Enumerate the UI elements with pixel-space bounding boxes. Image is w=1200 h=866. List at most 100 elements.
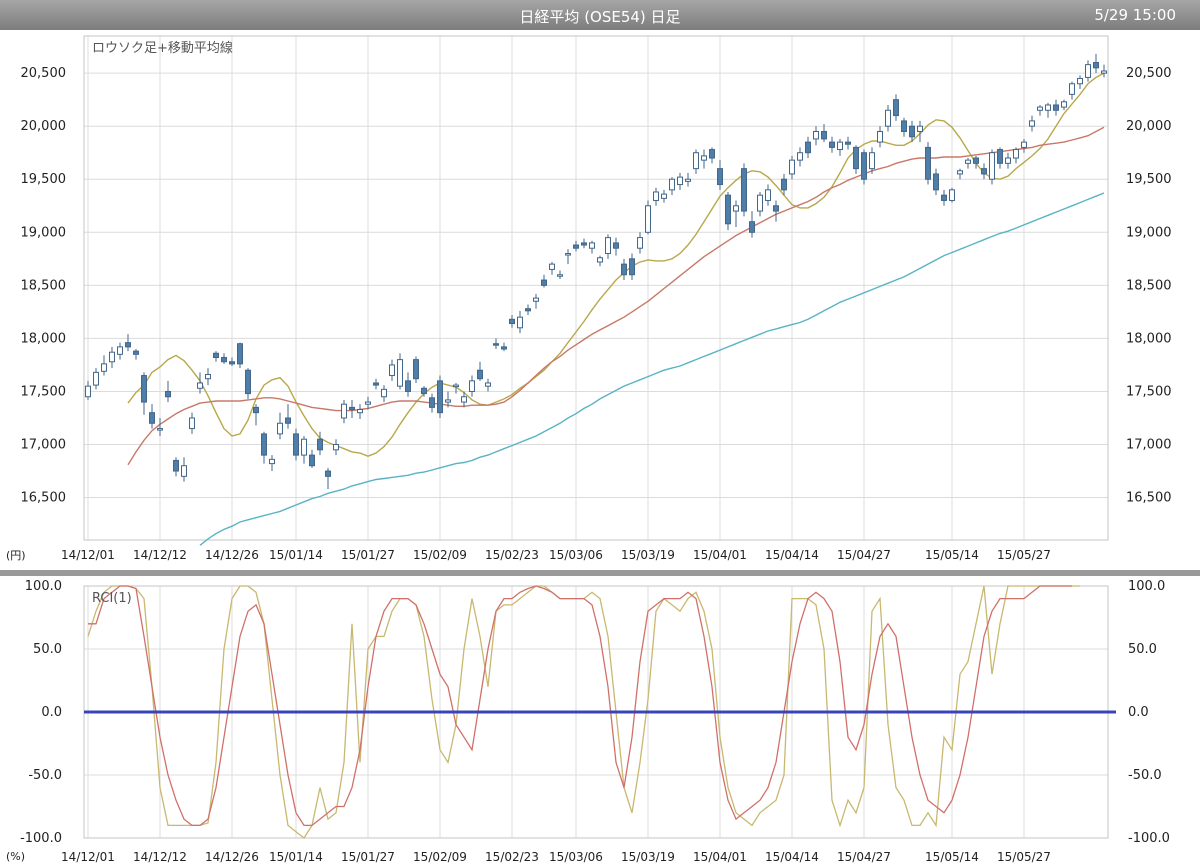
- candle-down: [149, 412, 155, 424]
- candle-down: [981, 168, 987, 175]
- candle-up: [181, 465, 187, 477]
- candle-up: [917, 125, 923, 132]
- price-x-tick-label: 15/03/19: [621, 548, 675, 562]
- rci-x-tick-label: 15/04/01: [693, 850, 747, 864]
- candle-up: [989, 152, 995, 180]
- rci-x-tick-label: 15/04/14: [765, 850, 819, 864]
- candle-up: [677, 176, 683, 186]
- candle-up: [557, 274, 563, 277]
- price-y-axis-left: 16,500 17,000 17,500 18,000 18,500 19,000 19,5…: [21, 66, 67, 505]
- price-y-tick-label: 16,500: [21, 491, 67, 506]
- price-y-tick-label: 18,500: [21, 278, 67, 293]
- price-y-tick-label: 20,500: [1126, 66, 1172, 81]
- candlesticks: [85, 54, 1107, 490]
- rci-x-tick-label: 15/01/27: [341, 850, 395, 864]
- price-x-tick-label: 14/12/01: [61, 548, 115, 562]
- candle-down: [413, 359, 419, 380]
- candle-up: [101, 363, 107, 372]
- candle-up: [1029, 120, 1035, 127]
- chart-title: 日経平均 (OSE54) 日足: [519, 8, 681, 26]
- title-bar: 日経平均 (OSE54) 日足 5/29 15:00: [0, 0, 1200, 30]
- candle-down: [525, 308, 531, 312]
- rci-y-axis-right: -100.0 -50.0 0.0 50.0 100.0: [1128, 579, 1170, 846]
- panel-divider[interactable]: [0, 570, 1200, 576]
- rci-x-tick-label: 15/03/06: [549, 850, 603, 864]
- candle-up: [461, 396, 467, 403]
- candle-down: [253, 406, 259, 414]
- price-y-tick-label: 20,000: [21, 119, 67, 134]
- candle-up: [277, 422, 283, 435]
- price-x-tick-label: 15/05/27: [997, 548, 1051, 562]
- price-plot-frame: [83, 35, 1109, 541]
- rci-x-tick-label: 15/05/27: [997, 850, 1051, 864]
- candle-down: [173, 459, 179, 472]
- rci-y-tick-label: -50.0: [1128, 768, 1162, 783]
- rci-y-tick-label: 100.0: [25, 579, 62, 594]
- candle-up: [533, 297, 539, 302]
- candle-down: [821, 130, 827, 140]
- candle-down: [245, 369, 251, 395]
- rci-y-tick-label: 0.0: [1128, 705, 1149, 720]
- candle-down: [933, 173, 939, 191]
- candle-up: [365, 401, 371, 405]
- price-x-tick-label: 14/12/12: [133, 548, 187, 562]
- candle-up: [333, 444, 339, 451]
- price-y-tick-label: 17,000: [21, 438, 67, 453]
- candle-up: [869, 152, 875, 170]
- rci-y-tick-label: 50.0: [1128, 642, 1157, 657]
- candle-up: [397, 359, 403, 387]
- candle-down: [629, 258, 635, 276]
- candle-up: [341, 403, 347, 419]
- candle-up: [597, 257, 603, 263]
- candle-up: [797, 152, 803, 161]
- candle-up: [885, 109, 891, 127]
- candle-up: [813, 130, 819, 140]
- candle-up: [693, 152, 699, 170]
- rci-y-tick-label: -100.0: [20, 831, 62, 846]
- price-x-tick-label: 15/04/01: [693, 548, 747, 562]
- candle-up: [85, 385, 91, 398]
- candle-down: [573, 244, 579, 249]
- price-y-tick-label: 18,000: [21, 331, 67, 346]
- candle-up: [757, 194, 763, 212]
- candle-down: [901, 120, 907, 132]
- candle-down: [493, 343, 499, 346]
- price-x-tick-label: 15/03/06: [549, 548, 603, 562]
- candle-up: [789, 159, 795, 175]
- candle-down: [293, 433, 299, 456]
- price-y-tick-label: 19,500: [1126, 172, 1172, 187]
- candle-up: [205, 373, 211, 380]
- candle-down: [581, 242, 587, 246]
- candle-up: [733, 205, 739, 212]
- price-y-tick-label: 20,500: [21, 66, 67, 81]
- candle-down: [261, 433, 267, 456]
- candle-down: [861, 152, 867, 180]
- rci-x-tick-label: 15/01/14: [269, 850, 323, 864]
- candle-up: [965, 159, 971, 164]
- rci-y-axis-left: -100.0 -50.0 0.0 50.0 100.0: [20, 579, 62, 846]
- chart-canvas: 16,500 17,000 17,500 18,000 18,500 19,000 19,5…: [0, 30, 1200, 864]
- candle-down: [349, 406, 355, 410]
- candle-up: [605, 237, 611, 255]
- candle-up: [381, 388, 387, 398]
- candle-up: [197, 382, 203, 389]
- candle-down: [309, 454, 315, 467]
- candle-down: [317, 438, 323, 451]
- rci-y-tick-label: 50.0: [33, 642, 62, 657]
- candle-up: [1085, 64, 1091, 78]
- candle-up: [949, 189, 955, 201]
- price-panel-label: ロウソク足+移動平均線: [92, 40, 233, 56]
- candle-down: [285, 417, 291, 424]
- candle-up: [765, 189, 771, 201]
- price-y-tick-label: 17,500: [21, 384, 67, 399]
- price-x-axis: 14/12/01 14/12/12 14/12/26 15/01/14 15/01/27…: [61, 548, 1051, 562]
- candle-up: [1013, 149, 1019, 159]
- candle-down: [213, 352, 219, 358]
- rci-x-axis: 14/12/01 14/12/12 14/12/26 15/01/14 15/01/27…: [61, 850, 1051, 864]
- candle-down: [1053, 104, 1059, 111]
- candle-down: [1093, 62, 1099, 69]
- rci-line-2: [88, 585, 1072, 827]
- candle-up: [1021, 141, 1027, 148]
- candle-up: [877, 130, 883, 143]
- candle-down: [853, 146, 859, 170]
